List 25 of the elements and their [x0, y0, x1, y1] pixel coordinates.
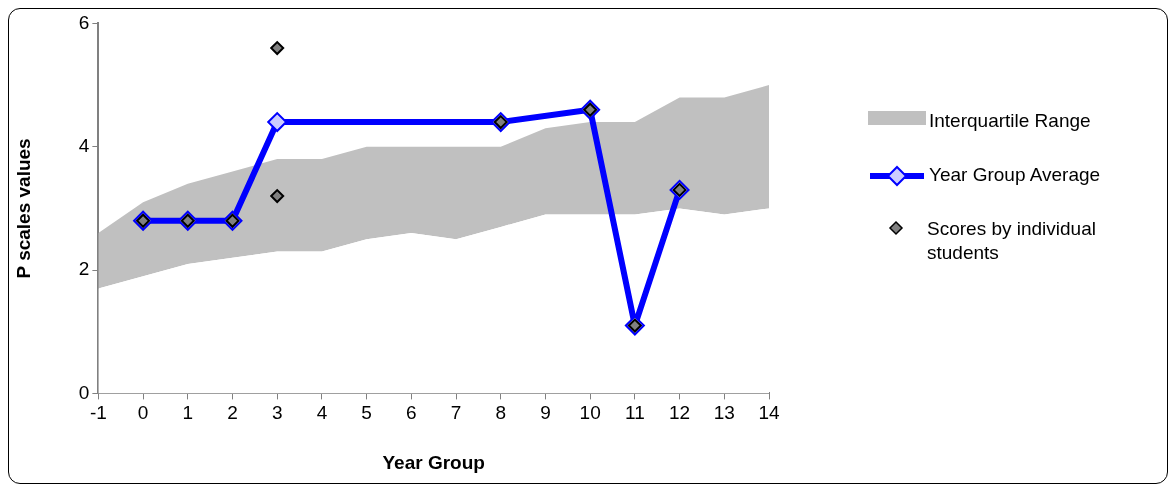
- x-tick-label: 10: [579, 402, 601, 424]
- y-axis-title: P scales values: [12, 138, 34, 279]
- legend-label: Year Group Average: [929, 163, 1101, 187]
- x-tick-label: 0: [137, 402, 149, 424]
- x-tick-label: 7: [450, 402, 462, 424]
- y-tick-label: 0: [78, 381, 90, 403]
- x-tick-label: 11: [625, 402, 645, 424]
- legend-label: Interquartile Range: [929, 109, 1091, 133]
- x-tick-label: 4: [316, 402, 328, 424]
- y-tick-label: 2: [78, 258, 90, 280]
- x-tick-label: 3: [271, 402, 283, 424]
- x-tick-label: 6: [406, 402, 417, 424]
- x-tick-label: -1: [89, 402, 107, 424]
- x-tick-label: 12: [669, 402, 691, 424]
- y-tick-label: 4: [78, 134, 90, 156]
- x-tick-label: 13: [713, 402, 735, 424]
- x-axis-title: Year Group: [382, 451, 485, 473]
- x-tick-label: 2: [227, 402, 238, 424]
- y-tick-label: 6: [78, 11, 90, 33]
- x-tick-label: 1: [182, 402, 194, 424]
- x-tick-label: 5: [361, 402, 372, 424]
- x-tick-label: 14: [758, 402, 780, 424]
- x-tick-label: 9: [540, 402, 551, 424]
- x-tick-label: 8: [495, 402, 507, 424]
- legend-label: Scores by individual students: [927, 217, 1097, 265]
